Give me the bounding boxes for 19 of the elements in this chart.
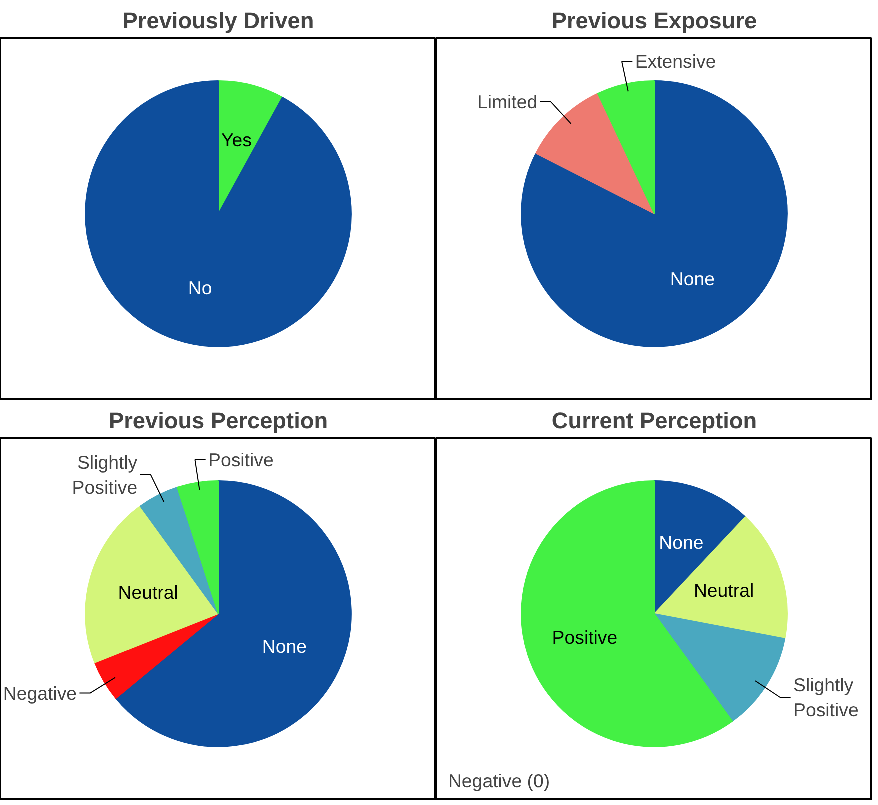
slice-label: Neutral [694, 580, 754, 601]
category-label: Negative (0) [448, 770, 550, 792]
slice-label: No [188, 278, 212, 299]
slice-label: None [659, 532, 704, 554]
slice-label: None [670, 268, 716, 290]
chart-title: Previously Driven [122, 8, 314, 34]
slice-label: Negative [3, 682, 78, 704]
chart-title: Previous Perception [108, 408, 328, 434]
slice-label: None [262, 636, 307, 658]
slice-label: Limited [477, 91, 538, 112]
slice-label: Positive [552, 627, 618, 648]
chart-title: Current Perception [552, 408, 758, 434]
slice-label: Neutral [118, 582, 178, 604]
slice-label: Extensive [635, 51, 716, 72]
slice-label: Yes [221, 129, 252, 150]
slice-label: Positive [208, 449, 274, 470]
chart-title: Previous Exposure [552, 8, 758, 34]
slice-label: Slightly Positive [72, 452, 138, 498]
slice-label: Slightly Positive [793, 674, 859, 721]
